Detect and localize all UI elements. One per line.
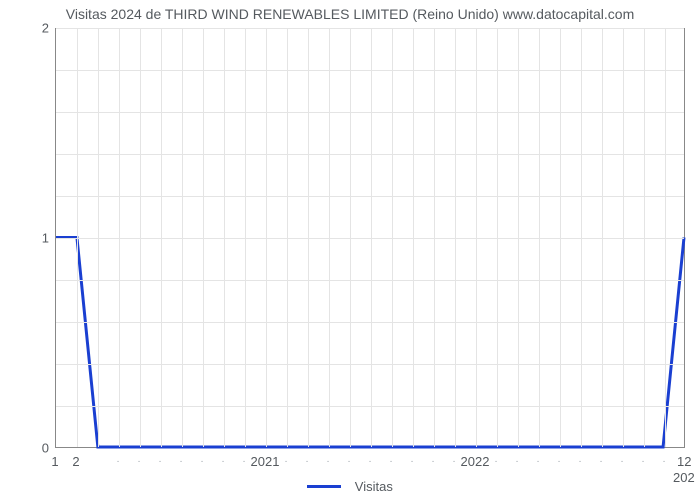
x-axis-tick-label: 2 — [72, 454, 79, 469]
grid-line-horizontal — [56, 154, 684, 155]
x-axis-minor-tick: · — [221, 456, 224, 467]
x-axis-minor-tick: · — [599, 456, 602, 467]
x-axis-minor-tick: · — [431, 456, 434, 467]
x-axis-minor-tick: · — [200, 456, 203, 467]
x-axis-minor-tick: · — [116, 456, 119, 467]
plot-area — [55, 28, 685, 448]
grid-line-horizontal — [56, 196, 684, 197]
x-axis-minor-tick: · — [179, 456, 182, 467]
x-axis-minor-tick: · — [515, 456, 518, 467]
x-axis-minor-tick: · — [536, 456, 539, 467]
legend-swatch — [307, 485, 341, 488]
x-axis-minor-tick: · — [242, 456, 245, 467]
x-axis-minor-tick: · — [347, 456, 350, 467]
y-axis-tick-label: 0 — [25, 441, 49, 456]
x-axis-minor-tick: · — [368, 456, 371, 467]
x-axis-minor-tick: · — [284, 456, 287, 467]
x-axis-minor-tick: · — [620, 456, 623, 467]
grid-line-horizontal — [56, 112, 684, 113]
grid-line-horizontal — [56, 406, 684, 407]
x-axis-year-label: 2021 — [251, 454, 280, 469]
chart-title: Visitas 2024 de THIRD WIND RENEWABLES LI… — [0, 6, 700, 22]
x-axis-minor-tick: · — [662, 456, 665, 467]
grid-line-horizontal — [56, 70, 684, 71]
x-axis-minor-tick: · — [326, 456, 329, 467]
x-axis-end-label-top: 12 — [677, 454, 691, 469]
y-axis-tick-label: 2 — [25, 21, 49, 36]
grid-line-horizontal — [56, 280, 684, 281]
x-axis-minor-tick: · — [494, 456, 497, 467]
y-axis-tick-label: 1 — [25, 231, 49, 246]
grid-line-horizontal — [56, 238, 684, 239]
visits-line-chart: Visitas 2024 de THIRD WIND RENEWABLES LI… — [0, 0, 700, 500]
x-axis-end-label-bottom: 202 — [673, 470, 695, 485]
grid-line-horizontal — [56, 28, 684, 29]
x-axis-minor-tick: · — [557, 456, 560, 467]
x-axis-tick-label: 1 — [51, 454, 58, 469]
x-axis-minor-tick: · — [578, 456, 581, 467]
grid-line-horizontal — [56, 364, 684, 365]
x-axis-minor-tick: · — [389, 456, 392, 467]
x-axis-minor-tick: · — [410, 456, 413, 467]
x-axis-minor-tick: · — [305, 456, 308, 467]
legend: Visitas — [0, 478, 700, 494]
x-axis-minor-tick: · — [641, 456, 644, 467]
x-axis-minor-tick: · — [158, 456, 161, 467]
legend-label: Visitas — [355, 479, 393, 494]
x-axis-minor-tick: · — [137, 456, 140, 467]
grid-line-horizontal — [56, 322, 684, 323]
x-axis-year-label: 2022 — [461, 454, 490, 469]
x-axis-minor-tick: · — [452, 456, 455, 467]
